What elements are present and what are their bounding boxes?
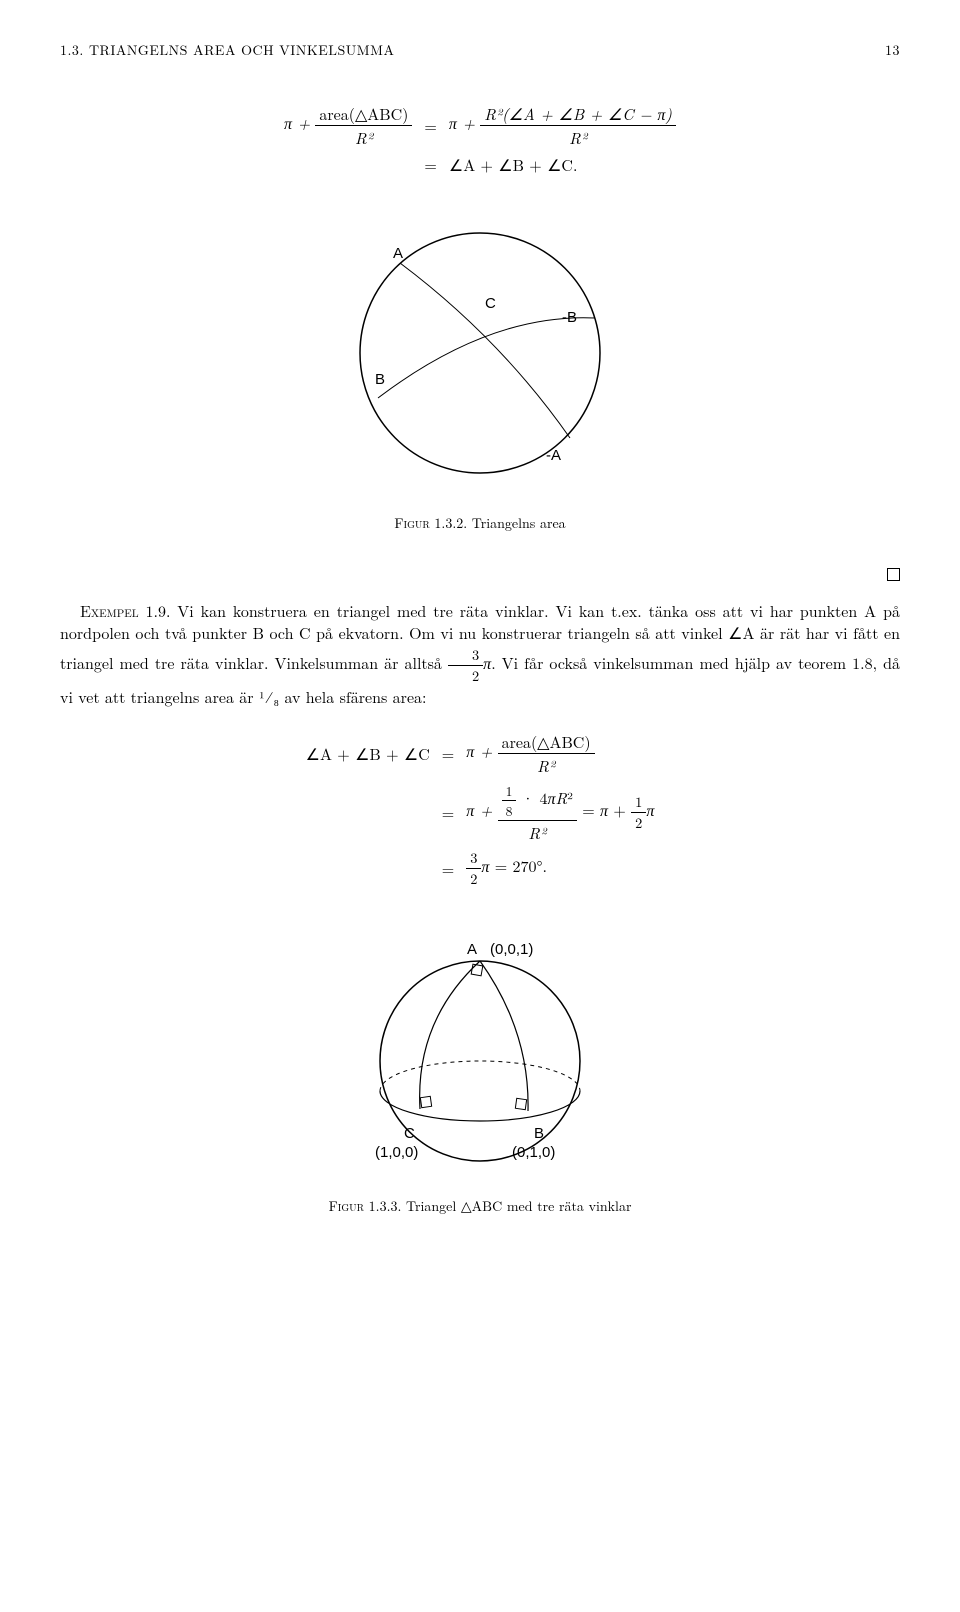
fig2-label-Acoord: (0,0,1)	[490, 941, 533, 958]
eq2-r1-pi: π +	[466, 739, 492, 762]
eq1-r1-rhs-pi: π +	[449, 111, 475, 134]
eq1-lhs-num: area(△ABC)	[315, 102, 412, 126]
qed-marker	[60, 563, 900, 586]
fig2-label-A: A	[467, 941, 477, 958]
eq2-r3-rhs: 32π = 270°.	[460, 846, 660, 891]
eq2-r1-eq: =	[436, 728, 460, 779]
eq2-r2-tail: = π + 12π	[582, 798, 654, 821]
eq2-r2-eq: =	[436, 779, 460, 846]
eq1-r2-eq: =	[418, 151, 442, 178]
fig1-label-B: B	[375, 371, 385, 388]
fig1-caption-text: Triangelns area	[467, 513, 566, 533]
example-paragraph: Exempel 1.9. Vi kan konstruera en triang…	[60, 600, 900, 708]
eq2-r3-eq: =	[436, 846, 460, 891]
eq1-r2-rhs: ∠A + ∠B + ∠C.	[449, 153, 578, 176]
fig2-label-Bcoord: (0,1,0)	[512, 1144, 555, 1161]
eq1-r1-eq: =	[418, 100, 442, 151]
figure-1-svg: A C -B B -A	[330, 208, 630, 498]
eq1-lhs-pi: π +	[284, 111, 310, 134]
example-prefix: Exempel 1.9.	[80, 599, 170, 622]
eq1-r1-rhs-den: R²	[569, 126, 587, 149]
fig1-label-negB: -B	[562, 309, 577, 326]
equation-2: ∠A + ∠B + ∠C = π + area(△ABC) R² = π + 1…	[60, 728, 900, 891]
figure-2: A (0,0,1) C (1,0,0) B (0,1,0) Figur 1.3.…	[60, 921, 900, 1216]
eq2-r1-num: area(△ABC)	[498, 730, 595, 754]
equation-1: π + area(△ABC) R² = π + R²(∠A + ∠B + ∠C …	[60, 100, 900, 178]
eq1-lhs-den: R²	[355, 126, 373, 149]
section-label: 1.3. TRIANGELNS AREA OCH VINKELSUMMA	[60, 40, 394, 60]
eq2-r2-num: 18 · 4πR²	[498, 781, 577, 821]
fig1-caption-prefix: Figur 1.3.2.	[394, 513, 467, 533]
figure-2-caption: Figur 1.3.3. Triangel △ABC med tre räta …	[60, 1196, 900, 1216]
page-number: 13	[885, 40, 900, 60]
figure-2-svg: A (0,0,1) C (1,0,0) B (0,1,0)	[320, 921, 640, 1181]
eq2-r2-pi: π +	[466, 798, 492, 821]
fig2-caption-text: Triangel △ABC med tre räta vinklar	[401, 1196, 631, 1216]
fig2-label-C: C	[404, 1125, 415, 1142]
fig2-label-Ccoord: (1,0,0)	[375, 1144, 418, 1161]
eq2-r1-lhs: ∠A + ∠B + ∠C	[306, 742, 430, 765]
fig2-label-B: B	[534, 1125, 544, 1142]
eq2-r2-den: R²	[528, 821, 546, 844]
fig2-caption-prefix: Figur 1.3.3.	[329, 1196, 402, 1216]
fig1-label-A: A	[393, 245, 403, 262]
figure-1-caption: Figur 1.3.2. Triangelns area	[60, 513, 900, 533]
eq1-r1-rhs-num: R²(∠A + ∠B + ∠C − π)	[484, 102, 672, 125]
three-half-pi: 32π	[448, 651, 491, 674]
fig1-label-C: C	[485, 295, 496, 312]
eq2-r1-den: R²	[537, 754, 555, 777]
figure-1: A C -B B -A Figur 1.3.2. Triangelns area	[60, 208, 900, 533]
page-header: 1.3. TRIANGELNS AREA OCH VINKELSUMMA 13	[60, 40, 900, 60]
qed-box-icon	[887, 568, 900, 581]
fig1-label-negA: -A	[546, 447, 561, 464]
